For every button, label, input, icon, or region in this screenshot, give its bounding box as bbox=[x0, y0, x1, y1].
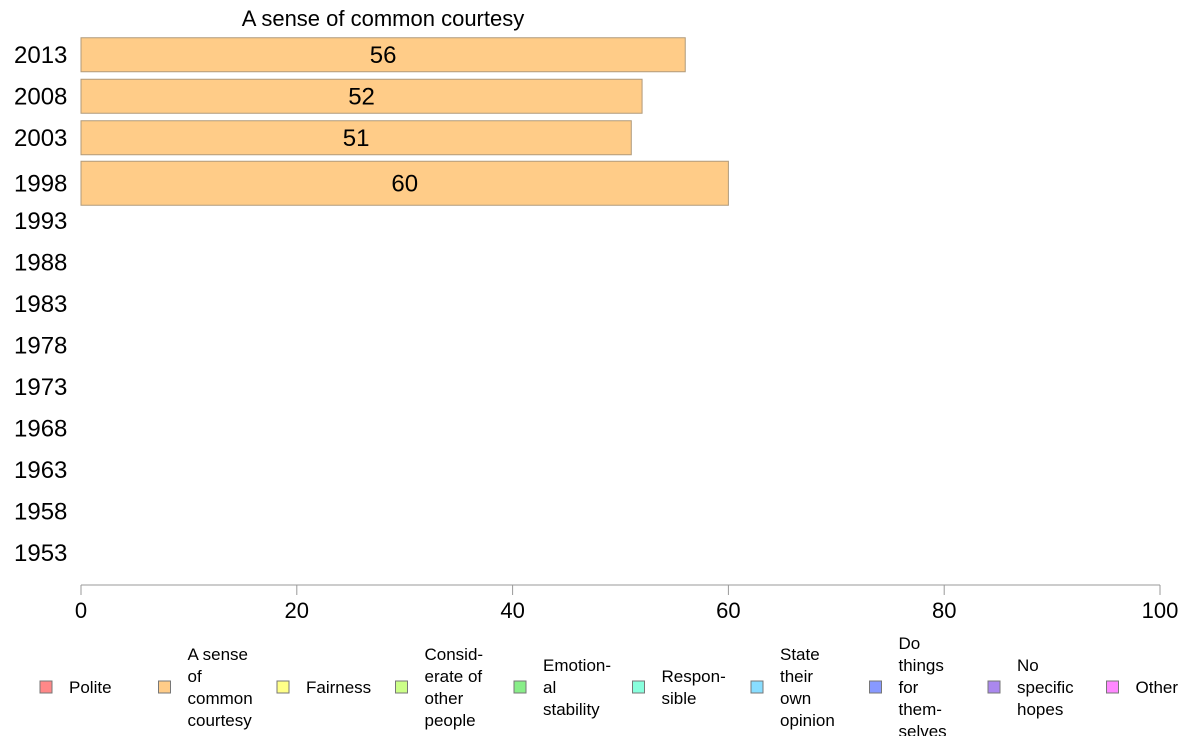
legend-label: Emotion-al stability bbox=[543, 656, 611, 719]
legend-swatch bbox=[750, 680, 764, 694]
legend-swatch bbox=[987, 680, 1001, 694]
bar bbox=[80, 37, 686, 73]
legend-item: Do things for them-selves bbox=[869, 634, 947, 736]
legend-label: Polite bbox=[69, 678, 112, 697]
y-tick-label: 1998 bbox=[14, 170, 67, 197]
y-tick-label: 1963 bbox=[14, 457, 67, 484]
bars: 56 52 51 60 bbox=[80, 37, 729, 206]
legend-item: No specific hopes bbox=[987, 656, 1074, 719]
bar-value-label: 60 bbox=[391, 170, 418, 197]
legend-label: Fairness bbox=[306, 678, 371, 697]
x-tick-label: 0 bbox=[75, 598, 87, 623]
y-tick-label: 1993 bbox=[14, 208, 67, 235]
y-tick-label: 2008 bbox=[14, 83, 67, 110]
legend-label: Consid-erate of other people bbox=[425, 645, 484, 730]
legend-item: Fairness bbox=[276, 678, 371, 697]
legend-item: Emotion-al stability bbox=[513, 656, 611, 719]
legend-label: Respon-sible bbox=[662, 667, 726, 708]
y-tick-label: 2003 bbox=[14, 125, 67, 152]
x-tick-label: 100 bbox=[1142, 598, 1179, 623]
legend-item: Other bbox=[1106, 678, 1179, 697]
legend: Polite A sense of common courtesy Fairness Con… bbox=[39, 634, 1179, 736]
bar bbox=[80, 120, 632, 156]
y-tick-label: 1988 bbox=[14, 249, 67, 276]
legend-swatch bbox=[1106, 680, 1119, 694]
x-tick-label: 40 bbox=[500, 598, 524, 623]
legend-swatch bbox=[869, 680, 882, 694]
y-tick-label: 2013 bbox=[14, 42, 67, 69]
chart-title: A sense of common courtesy bbox=[242, 6, 524, 31]
legend-item: State their own opinion bbox=[750, 645, 835, 730]
bar-value-label: 52 bbox=[348, 83, 375, 110]
y-tick-label: 1958 bbox=[14, 498, 67, 525]
legend-swatch bbox=[39, 680, 53, 694]
legend-swatch bbox=[513, 680, 527, 694]
legend-swatch bbox=[632, 680, 645, 694]
x-tick-label: 80 bbox=[932, 598, 956, 623]
bar-value-label: 56 bbox=[370, 42, 397, 69]
legend-label: Other bbox=[1136, 678, 1179, 697]
legend-label: A sense of common courtesy bbox=[188, 645, 253, 730]
legend-item: Polite bbox=[39, 678, 112, 697]
legend-swatch bbox=[158, 680, 171, 694]
y-tick-label: 1973 bbox=[14, 374, 67, 401]
legend-label: No specific hopes bbox=[1017, 656, 1074, 719]
x-axis: 0 20 40 60 80 100 bbox=[75, 584, 1179, 623]
legend-swatch bbox=[395, 680, 408, 694]
y-tick-label: 1983 bbox=[14, 291, 67, 318]
legend-item: Consid-erate of other people bbox=[395, 645, 484, 730]
legend-swatch bbox=[276, 680, 290, 694]
bar bbox=[80, 160, 729, 206]
y-tick-label: 1968 bbox=[14, 415, 67, 442]
legend-item: A sense of common courtesy bbox=[158, 645, 253, 730]
y-axis-labels: 2013 2008 2003 1998 1993 1988 1983 1978 1973 1968… bbox=[14, 42, 67, 567]
legend-item: Respon-sible bbox=[632, 667, 726, 708]
x-tick-label: 20 bbox=[285, 598, 309, 623]
legend-label: Do things for them-selves bbox=[899, 634, 947, 736]
legend-label: State their own opinion bbox=[780, 645, 835, 730]
bar-value-label: 51 bbox=[343, 125, 370, 152]
x-tick-label: 60 bbox=[716, 598, 740, 623]
y-tick-label: 1953 bbox=[14, 540, 67, 567]
y-tick-label: 1978 bbox=[14, 332, 67, 359]
bar bbox=[80, 78, 643, 114]
